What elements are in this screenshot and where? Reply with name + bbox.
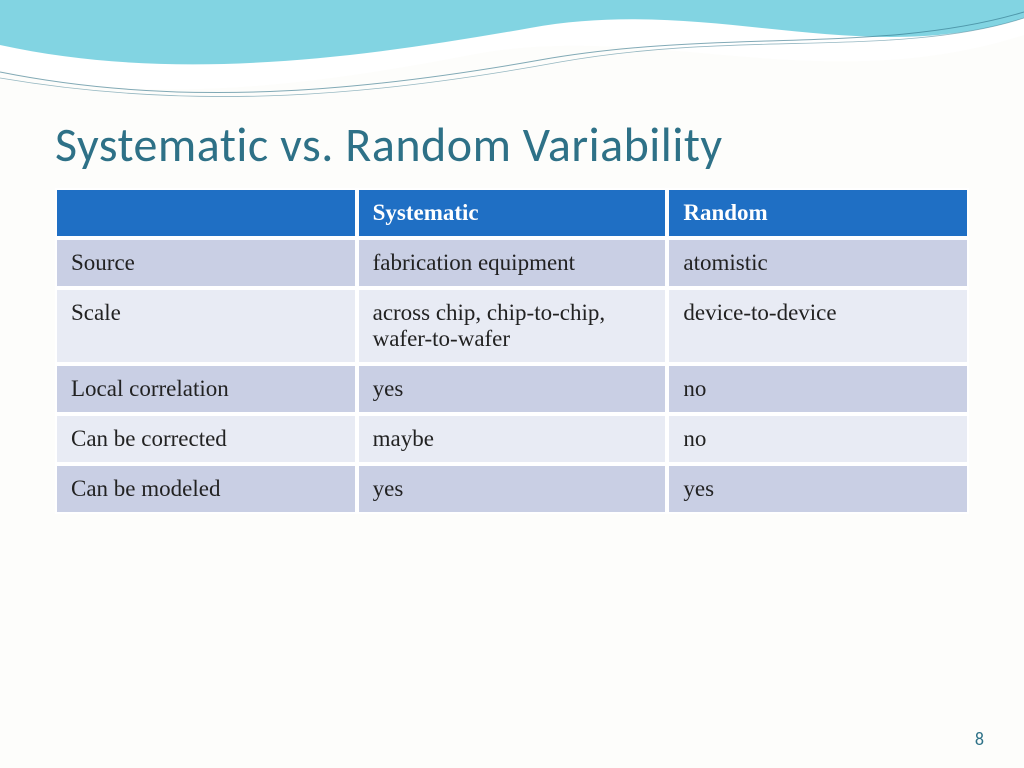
cell: no [667, 364, 969, 414]
row-label: Scale [55, 288, 357, 364]
header-blank [55, 188, 357, 238]
row-label: Source [55, 238, 357, 288]
page-number: 8 [975, 728, 984, 750]
row-label: Can be corrected [55, 414, 357, 464]
table-row: Can be corrected maybe no [55, 414, 969, 464]
table-row: Can be modeled yes yes [55, 464, 969, 514]
cell: yes [357, 364, 668, 414]
wave-decoration [0, 0, 1024, 130]
row-label: Can be modeled [55, 464, 357, 514]
cell: across chip, chip-to-chip, wafer-to-wafe… [357, 288, 668, 364]
comparison-table: Systematic Random Source fabrication equ… [55, 188, 969, 514]
table-row: Local correlation yes no [55, 364, 969, 414]
cell: maybe [357, 414, 668, 464]
slide-title: Systematic vs. Random Variability [55, 115, 969, 174]
cell: device-to-device [667, 288, 969, 364]
header-systematic: Systematic [357, 188, 668, 238]
table-row: Scale across chip, chip-to-chip, wafer-t… [55, 288, 969, 364]
cell: no [667, 414, 969, 464]
header-random: Random [667, 188, 969, 238]
cell: yes [357, 464, 668, 514]
cell: yes [667, 464, 969, 514]
row-label: Local correlation [55, 364, 357, 414]
table-header-row: Systematic Random [55, 188, 969, 238]
cell: atomistic [667, 238, 969, 288]
cell: fabrication equipment [357, 238, 668, 288]
table-row: Source fabrication equipment atomistic [55, 238, 969, 288]
